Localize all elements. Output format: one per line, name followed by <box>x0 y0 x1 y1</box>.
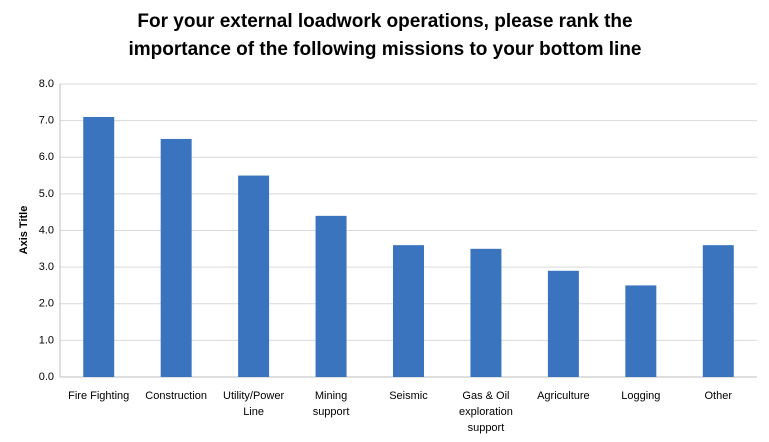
y-tick-label: 7.0 <box>39 115 54 127</box>
x-tick-label: Gas & Oil exploration support <box>459 390 513 434</box>
x-tick-label: Fire Fighting <box>68 390 130 402</box>
x-tick-label: Agriculture <box>537 390 590 402</box>
bar <box>547 270 579 377</box>
y-tick-label: 4.0 <box>39 224 54 236</box>
x-tick-label: Seismic <box>389 390 428 402</box>
y-tick-label: 1.0 <box>39 334 54 346</box>
bar <box>702 245 734 377</box>
bar <box>83 116 115 378</box>
bar <box>238 175 270 377</box>
x-tick-label: Logging <box>621 390 661 402</box>
y-tick-label: 2.0 <box>39 298 54 310</box>
bar <box>315 215 347 377</box>
y-tick-label: 6.0 <box>39 151 54 163</box>
x-tick-label: Construction <box>145 390 208 402</box>
y-axis-title: Axis Title <box>18 206 30 255</box>
x-tick-label: Mining support <box>312 390 350 418</box>
bar <box>160 138 192 377</box>
y-tick-label: 0.0 <box>39 371 54 383</box>
bar <box>470 248 502 377</box>
chart-title: importance of the following missions to … <box>128 39 641 60</box>
y-tick-label: 3.0 <box>39 261 54 273</box>
x-tick-label: Other <box>704 390 733 402</box>
bar <box>625 285 657 377</box>
x-tick-label: Utility/Power Line <box>223 390 285 418</box>
chart-title: For your external loadwork operations, p… <box>137 11 632 32</box>
y-tick-label: 8.0 <box>39 78 54 90</box>
bar <box>393 245 424 377</box>
y-tick-label: 5.0 <box>39 188 54 200</box>
